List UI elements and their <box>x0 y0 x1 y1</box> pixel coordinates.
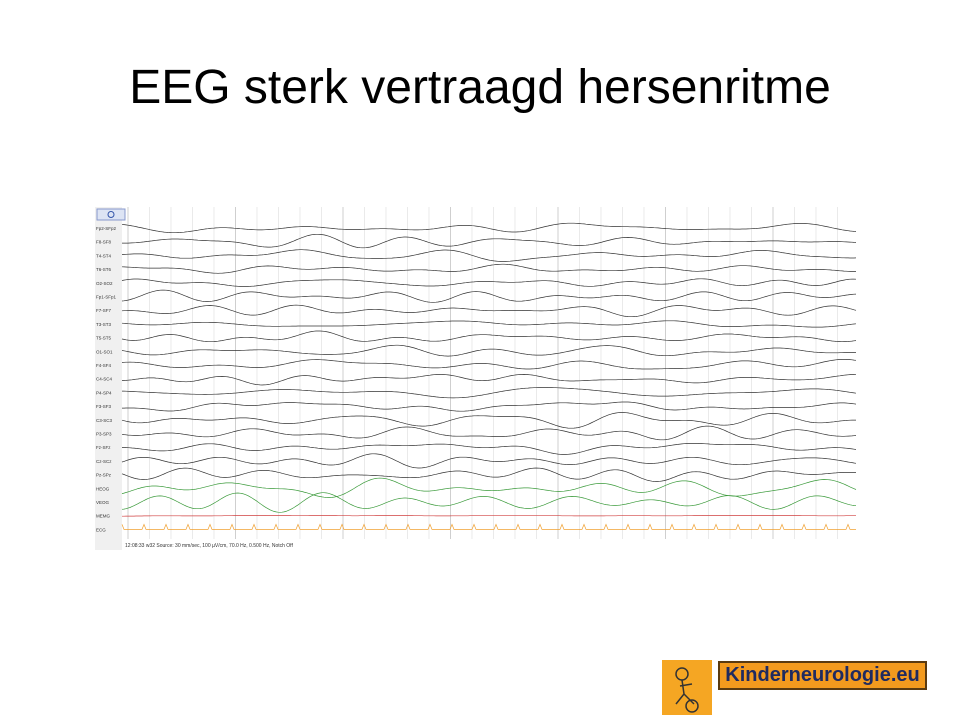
channel-label: VEOG <box>96 500 110 505</box>
eeg-trace <box>121 425 857 441</box>
toolbar-icon <box>107 211 115 218</box>
eeg-trace <box>122 387 857 399</box>
channel-label: Fz-SFz <box>96 445 111 450</box>
eeg-trace <box>121 523 856 530</box>
eeg-trace <box>121 330 857 343</box>
channel-label: Fp2-SFp2 <box>96 226 117 231</box>
eeg-trace <box>121 304 857 318</box>
eeg-trace <box>121 443 857 455</box>
channel-label: O1-SO1 <box>96 349 113 354</box>
eeg-trace <box>121 320 857 328</box>
eeg-footer: 12:08:33 w32 Source: 30 mm/sec, 100 µV/c… <box>125 543 293 549</box>
eeg-trace <box>121 344 856 357</box>
channel-label: C4-SC4 <box>96 377 113 382</box>
grid <box>127 207 838 539</box>
logo-figure <box>675 667 699 713</box>
channel-label: P4-SP4 <box>96 390 112 395</box>
channel-labels: Fp2-SFp2 F8-SF8 T4-ST4 T6-ST6 O2-SO2 Fp1-SFp1… <box>96 226 117 532</box>
channel-label: T4-ST4 <box>96 253 112 258</box>
channel-label: ECG <box>96 527 106 532</box>
channel-label: T5-ST5 <box>96 336 112 341</box>
eeg-trace <box>121 453 857 469</box>
logo-head <box>675 667 689 681</box>
eeg-trace <box>121 492 857 513</box>
eeg-trace <box>122 401 857 412</box>
eeg-trace <box>121 263 856 274</box>
channel-label: O2-SO2 <box>96 281 113 286</box>
eeg-trace <box>121 412 856 429</box>
eeg-trace <box>121 249 857 262</box>
logo-wheel <box>685 699 699 713</box>
channel-label: HEOG <box>96 486 110 491</box>
eeg-trace <box>122 514 856 517</box>
channel-label: F7-SF7 <box>96 308 112 313</box>
channel-label: Pz-SPz <box>96 473 112 478</box>
logo-body <box>675 679 695 705</box>
channel-label: P3-SP3 <box>96 432 112 437</box>
channel-label: Fp1-SFp1 <box>96 295 117 300</box>
eeg-trace <box>121 359 857 370</box>
logo-text: Kinderneurologie.eu <box>718 661 927 690</box>
traces <box>121 222 857 530</box>
eeg-trace <box>122 373 857 386</box>
channel-label: MEMG <box>96 514 110 519</box>
channel-label: F4-SF4 <box>96 363 112 368</box>
logo-icon <box>662 660 712 715</box>
eeg-trace <box>122 233 857 249</box>
channel-label: F3-SF3 <box>96 404 112 409</box>
eeg-trace <box>121 278 857 287</box>
label-column <box>95 207 122 550</box>
eeg-trace <box>121 467 856 482</box>
eeg-panel: Fp2-SFp2 F8-SF8 T4-ST4 T6-ST6 O2-SO2 Fp1-SFp1… <box>95 207 857 550</box>
slide-title: EEG sterk vertraagd hersenritme <box>129 61 831 114</box>
channel-label: C3-SC3 <box>96 418 113 423</box>
eeg-trace <box>121 222 857 234</box>
toolbar-button[interactable] <box>96 208 126 221</box>
eeg-trace <box>121 289 857 303</box>
channel-label: F8-SF8 <box>96 240 112 245</box>
channel-label: T3-ST3 <box>96 322 112 327</box>
channel-label: T6-ST6 <box>96 267 112 272</box>
channel-label: Cz-SCz <box>96 459 112 464</box>
